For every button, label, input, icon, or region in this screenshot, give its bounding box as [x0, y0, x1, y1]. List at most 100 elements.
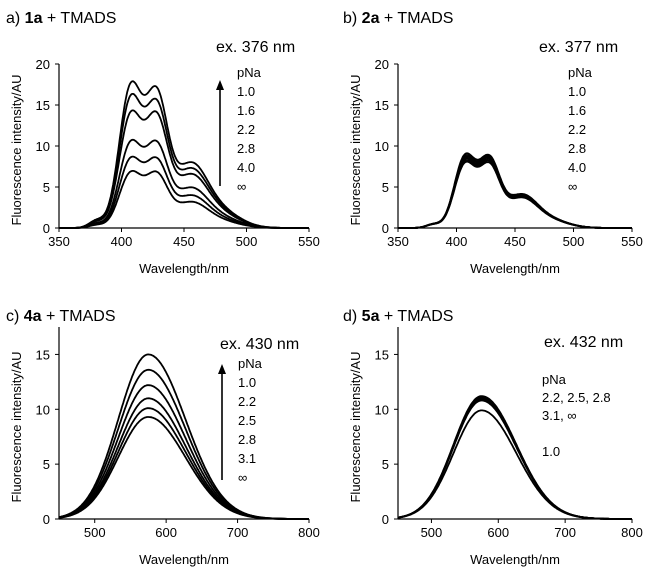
x-tick-label: 400	[111, 234, 133, 249]
panel-c: c) 4a + TMADS ex. 430 nm 500 600 700 800 0 5 10 1…	[6, 308, 320, 567]
x-tick-label: 350	[48, 234, 70, 249]
legend-entry: ∞	[238, 470, 247, 485]
series-line-2.8	[397, 397, 632, 520]
panel-a: a) 1a + TMADS ex. 376 nm 350 400 450 500 550 0 5…	[6, 10, 320, 276]
x-axis-label: Wavelength/nm	[139, 261, 229, 276]
trend-arrow-head	[218, 364, 226, 374]
y-tick-label: 15	[375, 347, 389, 362]
legend-entry: 1.6	[237, 103, 255, 118]
excitation-label: ex. 377 nm	[539, 39, 618, 56]
y-tick-label: 10	[375, 139, 389, 154]
series-line-2.2	[397, 395, 632, 520]
y-tick-label: 20	[36, 57, 50, 72]
series-line-∞	[59, 170, 309, 229]
x-tick-label: 350	[387, 234, 409, 249]
legend-entry: ∞	[237, 179, 246, 194]
series-line-∞	[397, 399, 632, 520]
y-tick-label: 5	[382, 457, 389, 472]
series-line-∞	[398, 160, 632, 229]
x-tick-label: 500	[236, 234, 258, 249]
legend-entry: 2.2	[568, 122, 586, 137]
x-tick-label: 550	[298, 234, 320, 249]
x-tick-label: 600	[155, 525, 177, 540]
legend-entry: 1.6	[568, 103, 586, 118]
y-tick-label: 0	[382, 512, 389, 527]
x-tick-label: 450	[504, 234, 526, 249]
legend-title: pNa	[568, 65, 593, 80]
legend-entry: 2.8	[568, 141, 586, 156]
y-axis-label: Fluorescence intensity/AU	[348, 351, 363, 502]
x-tick-label: 500	[84, 525, 106, 540]
legend-entry: 1.0	[542, 444, 560, 459]
legend-entry: 2.2	[238, 394, 256, 409]
x-tick-label: 550	[621, 234, 643, 249]
series-line-2.5	[397, 396, 632, 520]
series-line-1.6	[59, 93, 309, 229]
series-line-3.1	[397, 398, 632, 520]
trend-arrow-head	[216, 80, 224, 90]
y-tick-label: 10	[36, 402, 50, 417]
y-tick-label: 15	[375, 98, 389, 113]
y-tick-label: 15	[36, 98, 50, 113]
x-tick-label: 800	[298, 525, 320, 540]
legend-entry: 4.0	[568, 160, 586, 175]
x-axis-label: Wavelength/nm	[470, 552, 560, 567]
y-tick-label: 5	[43, 180, 50, 195]
y-tick-label: 10	[36, 139, 50, 154]
x-tick-label: 500	[563, 234, 585, 249]
legend-entry: 1.0	[238, 375, 256, 390]
y-tick-label: 10	[375, 402, 389, 417]
y-axis-label: Fluorescence intensity/AU	[348, 74, 363, 225]
x-tick-label: 500	[421, 525, 443, 540]
y-tick-label: 0	[43, 512, 50, 527]
panel-b: b) 2a + TMADS ex. 377 nm 350 400 450 500 550 0 5…	[343, 10, 643, 276]
y-axis-label: Fluorescence intensity/AU	[9, 74, 24, 225]
panel-title: c) 4a + TMADS	[6, 308, 116, 325]
panel-title: b) 2a + TMADS	[343, 10, 453, 27]
legend-title: pNa	[238, 356, 263, 371]
series-line-2.8	[398, 157, 632, 229]
y-axis-label: Fluorescence intensity/AU	[9, 351, 24, 502]
panel-title: a) 1a + TMADS	[6, 10, 116, 27]
x-tick-label: 800	[621, 525, 643, 540]
x-tick-label: 450	[173, 234, 195, 249]
legend-entry: 2.2, 2.5, 2.8	[542, 390, 611, 405]
legend-entry: 1.0	[237, 84, 255, 99]
legend-entry: 3.1	[238, 451, 256, 466]
y-tick-label: 5	[43, 457, 50, 472]
legend-entry: 2.5	[238, 413, 256, 428]
legend-title: pNa	[237, 65, 262, 80]
excitation-label: ex. 430 nm	[220, 336, 299, 353]
series-line-1.0	[59, 80, 309, 229]
legend-entry: ∞	[568, 179, 577, 194]
excitation-label: ex. 432 nm	[544, 334, 623, 351]
y-tick-label: 20	[375, 57, 389, 72]
panel-d: d) 5a + TMADS ex. 432 nm 500 600 700 800 0 5 10 1…	[343, 308, 643, 567]
legend-title: pNa	[542, 372, 567, 387]
x-axis-label: Wavelength/nm	[470, 261, 560, 276]
legend-entry: 1.0	[568, 84, 586, 99]
legend-entry: 2.8	[237, 141, 255, 156]
y-tick-label: 15	[36, 347, 50, 362]
legend-entry: 2.2	[237, 122, 255, 137]
series-line-1.0	[397, 409, 632, 520]
y-tick-label: 0	[43, 221, 50, 236]
y-tick-label: 0	[382, 221, 389, 236]
x-tick-label: 400	[446, 234, 468, 249]
series-line-4.0	[59, 155, 309, 229]
series-line-2.8	[59, 138, 309, 229]
series-line-2.2	[398, 155, 632, 229]
series-line-1.0	[398, 152, 632, 229]
x-axis-label: Wavelength/nm	[139, 552, 229, 567]
excitation-label: ex. 376 nm	[216, 39, 295, 56]
panel-title: d) 5a + TMADS	[343, 308, 453, 325]
series-line-∞	[58, 416, 309, 520]
x-tick-label: 700	[554, 525, 576, 540]
legend-entry: 3.1, ∞	[542, 408, 577, 423]
x-tick-label: 700	[227, 525, 249, 540]
legend-entry: 4.0	[237, 160, 255, 175]
legend-entry: 2.8	[238, 432, 256, 447]
x-tick-label: 600	[487, 525, 509, 540]
series-line-1.6	[398, 154, 632, 229]
